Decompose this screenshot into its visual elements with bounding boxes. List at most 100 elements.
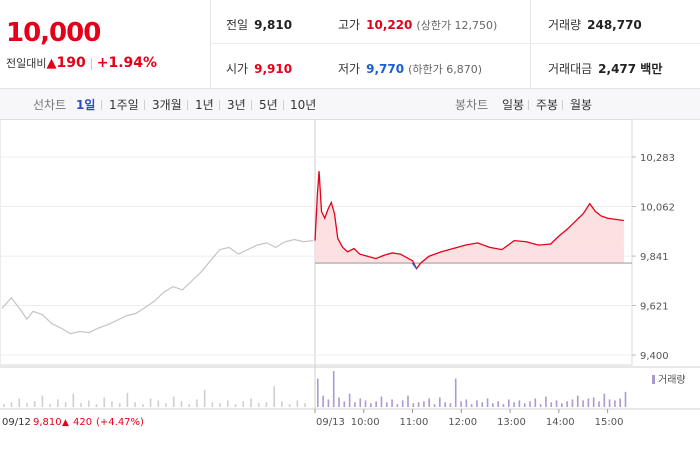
prev-close: 전일 9,810 [226,16,292,33]
high-value: 10,220 [366,18,413,32]
volume-bar [555,400,558,407]
prev-day-close: 9,810 [33,417,62,428]
volume-bar [41,395,44,407]
volume-bar [322,395,324,407]
volume-bar [343,401,346,407]
volume-bar [359,398,362,407]
tab-divider [283,100,284,110]
volume-bar [49,404,51,407]
tab-period-1d[interactable]: 1일 [76,98,96,112]
volume-bar [332,371,335,407]
volume-bar [188,404,190,407]
volume-bar [157,400,160,407]
volume-bar [172,396,175,407]
volume-bar [118,403,121,407]
amount-label: 거래대금 [548,62,593,76]
volume-bar [523,403,526,407]
volume-bar [57,399,59,407]
volume-bar [111,401,113,407]
prev-day-series [1,238,314,335]
volume-bar [423,401,425,407]
volume-bar [502,404,505,407]
volume-bar [250,398,252,407]
volume-bar [497,401,499,407]
tab-divider [101,100,102,110]
quote-header: 10,000 전일대비▲190 +1.94% 전일 9,810 고가 10,220 (상… [0,0,700,89]
volume-bar [433,404,436,407]
volume: 거래량 248,770 [548,16,642,33]
volume-bar [417,402,420,407]
volume-bar [227,400,229,407]
change-label: 전일대비 [6,57,47,70]
tab-candle-monthly[interactable]: 월봉 [570,98,593,112]
volume-bar [476,400,478,407]
volume-bar [304,403,306,407]
volume-bar [470,404,473,407]
y-axis: 10,283 10,062 9,841 9,621 9,400 [632,153,675,362]
chart-frame [0,119,633,366]
price-chart[interactable]: 10,283 10,062 9,841 9,621 9,400 09/13 10:00 11… [0,119,700,450]
volume-bar [72,393,75,407]
volume-bar [486,398,489,407]
volume-bar [370,403,372,407]
volume-bar [64,402,67,407]
volume-bar [465,399,468,407]
volume-bar [439,397,441,407]
high-label: 고가 [338,18,361,32]
volume-bar [385,402,388,407]
x-tick-label: 13:00 [497,417,526,428]
volume-bar [142,404,144,407]
volume-bar [396,404,399,407]
volume-bar [592,397,595,407]
tab-period-1y[interactable]: 1년 [195,98,214,112]
low-value: 9,770 [366,62,405,76]
today-line [314,171,624,270]
volume-bar [529,401,531,407]
volume-bar [608,399,611,407]
volume-bar [391,399,393,407]
y-tick-label: 9,621 [640,301,669,312]
tab-period-5y[interactable]: 5년 [259,98,278,112]
low-price: 저가 9,770 (하한가 6,870) [338,60,482,77]
open-value: 9,910 [254,62,293,76]
volume-bar [3,404,5,407]
change-divider [90,58,92,70]
header-divider [530,0,531,88]
x-axis: 09/13 10:00 11:00 12:00 13:00 14:00 15:00 [314,409,623,428]
volume-bar [338,397,340,407]
current-price: 10,000 [6,18,101,48]
volume-bar [134,402,136,407]
open-price: 시가 9,910 [226,60,292,77]
volume-bar [624,391,627,407]
volume-bar [507,399,510,407]
header-row-divider [210,43,700,44]
tab-candle-daily[interactable]: 일봉 [502,98,525,112]
volume-bar [619,398,621,407]
volume-bar [10,402,13,407]
volume-bar [444,402,446,407]
open-label: 시가 [226,62,249,76]
tab-candle-weekly[interactable]: 주봉 [536,98,559,112]
tab-period-10y[interactable]: 10년 [290,98,317,112]
volume-bar [603,393,606,407]
volume-bar [257,403,260,407]
volume-bar [242,401,245,407]
tab-period-1w[interactable]: 1주일 [109,98,139,112]
volume-bar [576,395,579,407]
tab-period-3y[interactable]: 3년 [227,98,246,112]
up-arrow-icon: ▲ [62,418,69,428]
volume-bar [550,402,553,407]
change-value: 190 [56,55,86,71]
y-tick-label: 10,062 [640,203,675,214]
volume-bar [26,403,28,407]
volume-value: 248,770 [587,18,642,32]
tab-period-3m[interactable]: 3개월 [152,98,182,112]
volume-bar [126,392,129,407]
prev-day-date: 09/12 [2,417,31,428]
volume-bar [219,403,221,407]
x-tick-label: 09/13 [316,417,345,428]
x-tick-label: 10:00 [351,417,380,428]
today-area-fill [315,171,624,264]
tab-divider [562,100,563,110]
volume-bars [3,371,627,407]
